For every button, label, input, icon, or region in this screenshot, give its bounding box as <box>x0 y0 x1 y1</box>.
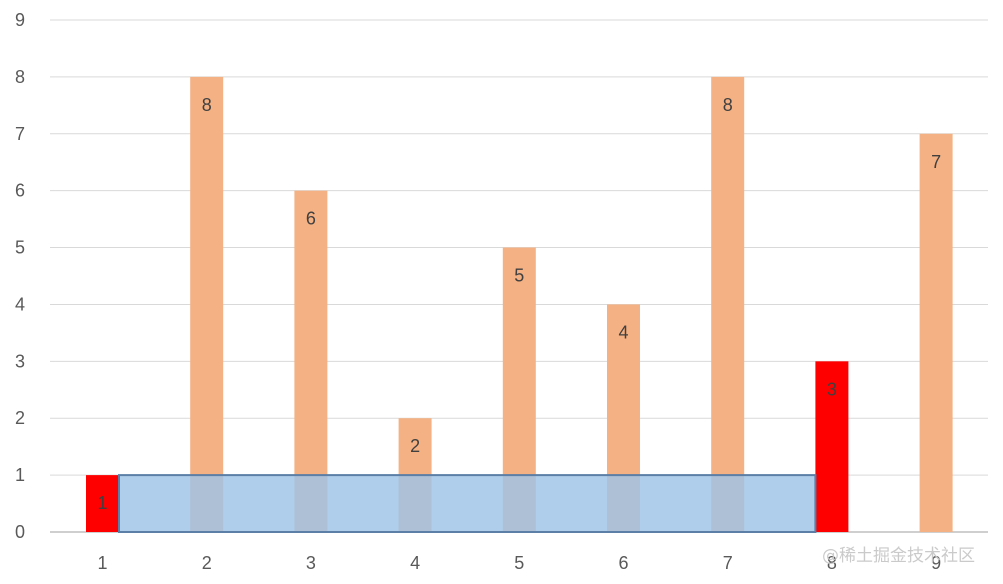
bar-value-label: 5 <box>514 266 524 286</box>
highlighted-bar <box>86 475 119 532</box>
highlight-overlay <box>118 474 817 534</box>
y-tick-label: 6 <box>15 181 25 201</box>
x-tick-label: 4 <box>410 553 420 573</box>
bar <box>711 76 745 532</box>
bar-value-label: 8 <box>202 95 212 115</box>
highlight-area <box>118 474 817 534</box>
x-axis-tick-labels: 1 2 3 4 5 6 7 8 9 <box>97 553 941 573</box>
bar-value-label: 2 <box>410 436 420 456</box>
bar <box>919 133 953 532</box>
y-tick-label: 9 <box>15 10 25 30</box>
x-tick-label: 5 <box>514 553 524 573</box>
x-tick-label: 6 <box>618 553 628 573</box>
bar-value-label: 1 <box>97 493 107 513</box>
y-tick-label: 8 <box>15 67 25 87</box>
y-tick-label: 1 <box>15 465 25 485</box>
y-tick-label: 5 <box>15 238 25 258</box>
bar <box>190 76 224 532</box>
y-tick-label: 4 <box>15 294 25 314</box>
y-tick-label: 3 <box>15 351 25 371</box>
data-labels: 1 8 6 2 5 4 8 3 7 <box>97 95 941 513</box>
x-tick-label: 3 <box>306 553 316 573</box>
x-tick-label: 9 <box>931 553 941 573</box>
bar-value-label: 6 <box>306 209 316 229</box>
y-axis-tick-labels: 0 1 2 3 4 5 6 7 8 9 <box>15 10 25 542</box>
x-tick-label: 7 <box>723 553 733 573</box>
highlighted-bar <box>815 361 849 532</box>
x-tick-label: 1 <box>97 553 107 573</box>
bar-value-label: 7 <box>931 152 941 172</box>
y-tick-label: 0 <box>15 522 25 542</box>
bar-value-label: 8 <box>723 95 733 115</box>
x-tick-label: 8 <box>827 553 837 573</box>
bar-value-label: 3 <box>827 379 837 399</box>
watermark: @稀土掘金技术社区 <box>822 546 975 566</box>
y-tick-label: 7 <box>15 124 25 144</box>
x-tick-label: 2 <box>202 553 212 573</box>
bar-value-label: 4 <box>618 322 628 342</box>
y-tick-label: 2 <box>15 408 25 428</box>
